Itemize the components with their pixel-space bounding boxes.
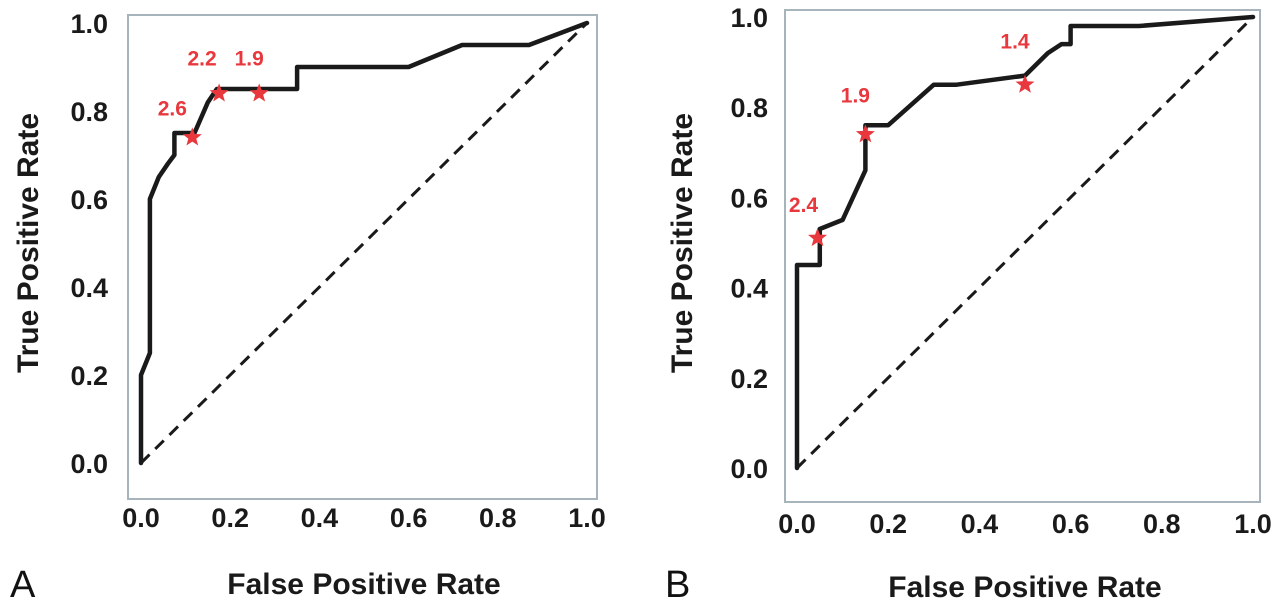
x-tick-label: 0.2	[869, 509, 907, 539]
x-tick-label: 0.8	[1143, 509, 1181, 539]
threshold-label: 2.6	[158, 97, 187, 120]
threshold-label: 1.4	[1000, 31, 1030, 54]
y-tick-label: 1.0	[70, 9, 108, 39]
x-tick-label: 1.0	[568, 503, 606, 533]
plot-frame	[784, 9, 1261, 503]
y-tick-label: 0.8	[730, 93, 768, 123]
x-tick-label: 0.6	[1052, 509, 1090, 539]
threshold-label: 2.2	[187, 47, 216, 70]
reference-diagonal-line	[139, 21, 589, 465]
y-tick-label: 0.2	[730, 364, 768, 394]
x-tick-label: 0.8	[479, 503, 517, 533]
threshold-star-marker	[182, 127, 202, 146]
threshold-star-marker	[249, 83, 269, 102]
threshold-star-marker	[1015, 74, 1035, 93]
x-axis-label: False Positive Rate	[227, 568, 500, 601]
roc-panel-b: 0.0 0.2 0.4 0.6 0.8 1.0 0.0 0.2 0.4 0.6 0.8 1.0 True…	[665, 3, 1272, 606]
y-axis-label: True Positive Rate	[12, 113, 45, 373]
y-tick-label: 0.6	[730, 183, 768, 213]
threshold-label: 1.9	[235, 47, 264, 70]
x-tick-label: 1.0	[1234, 509, 1272, 539]
y-tick-label: 0.4	[730, 274, 768, 304]
threshold-label: 1.9	[841, 84, 870, 107]
panel-label: B	[665, 564, 690, 606]
threshold-star-marker	[855, 124, 875, 143]
roc-curve-line	[138, 20, 590, 466]
y-tick-label: 1.0	[730, 3, 768, 33]
threshold-label: 2.4	[789, 194, 819, 217]
threshold-star-marker	[808, 228, 827, 247]
x-tick-label: 0.6	[390, 503, 428, 533]
y-axis-label: True Positive Rate	[666, 113, 699, 373]
y-tick-label: 0.6	[70, 185, 108, 215]
y-tick-label: 0.8	[70, 97, 108, 127]
panel-label: A	[10, 564, 36, 606]
reference-diagonal-line	[795, 15, 1255, 470]
y-tick-label: 0.0	[730, 454, 768, 484]
y-tick-label: 0.0	[70, 449, 108, 479]
y-tick-label: 0.4	[70, 273, 108, 303]
x-axis-label: False Positive Rate	[888, 571, 1161, 604]
threshold-star-marker	[209, 83, 229, 102]
x-tick-label: 0.2	[211, 503, 249, 533]
x-tick-label: 0.0	[778, 509, 816, 539]
x-tick-label: 0.4	[961, 509, 999, 539]
roc-panel-a: 0.0 0.2 0.4 0.6 0.8 1.0 0.0 0.2 0.4 0.6 0.8 1.0 True…	[10, 9, 606, 606]
x-tick-label: 0.0	[122, 503, 160, 533]
x-tick-label: 0.4	[301, 503, 339, 533]
y-tick-label: 0.2	[70, 361, 108, 391]
plot-frame	[127, 14, 598, 500]
